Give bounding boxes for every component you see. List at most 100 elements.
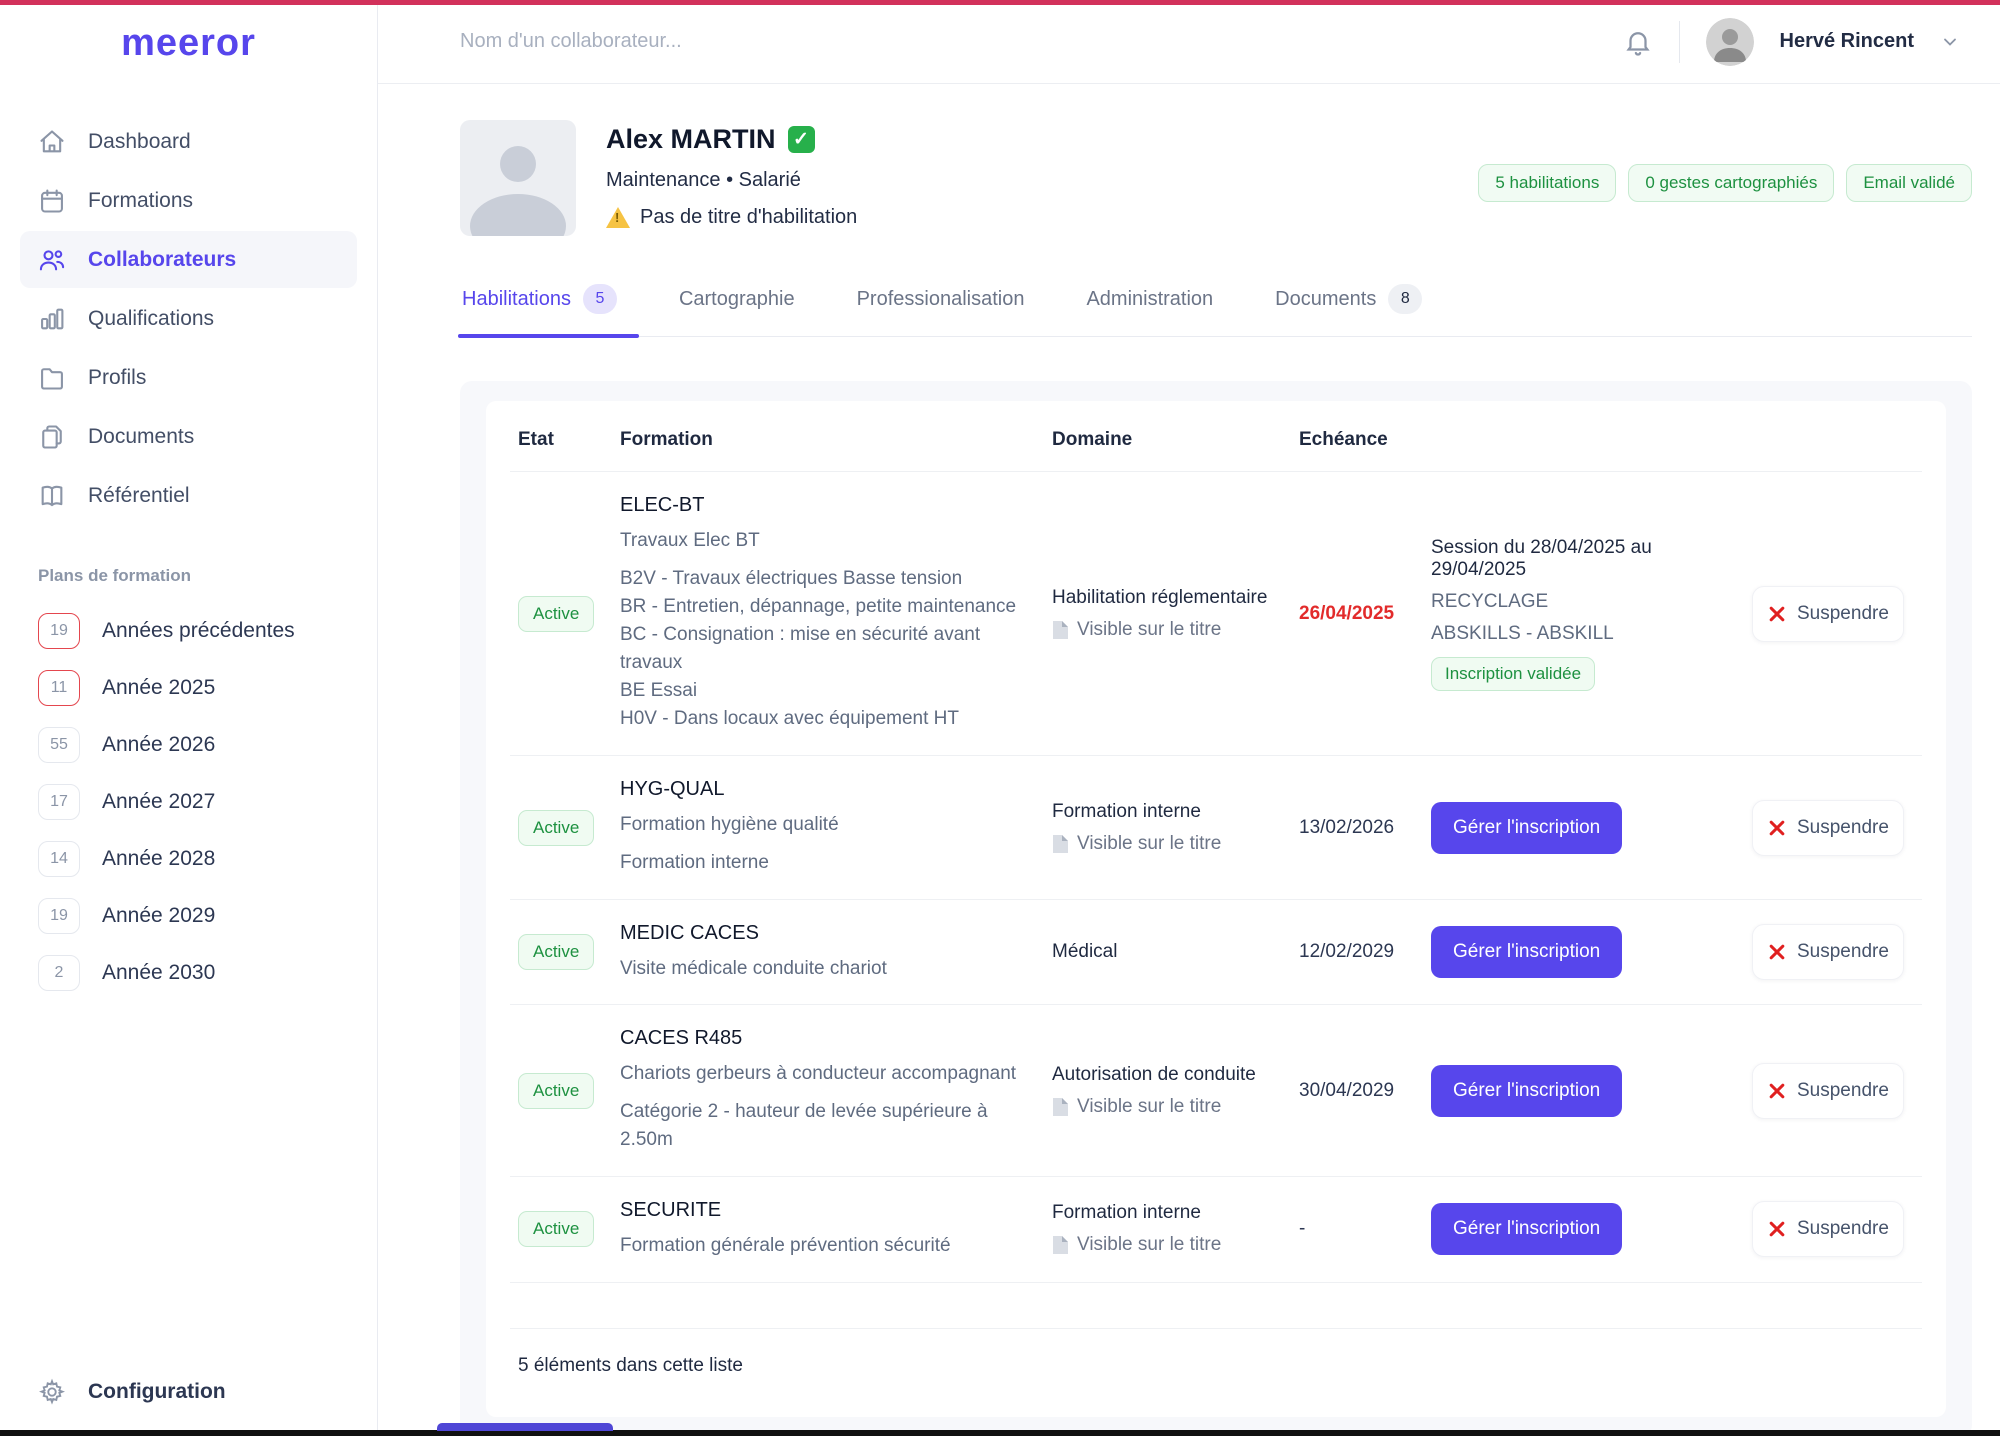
warning-text: Pas de titre d'habilitation — [640, 206, 858, 228]
formation-title: HYG-QUAL — [620, 778, 725, 801]
tab-habilitations[interactable]: Habilitations 5 — [458, 270, 639, 338]
document-icon — [1053, 1236, 1068, 1255]
app-logo: meeror — [121, 22, 256, 64]
sidebar-item-documents[interactable]: Documents — [20, 408, 357, 465]
plan-item-annee-2029[interactable]: 19 Année 2029 — [20, 887, 357, 944]
detail-line: BE Essai — [620, 679, 698, 701]
manage-inscription-button[interactable]: Gérer l'inscription — [1431, 1064, 1623, 1117]
domaine-note-text: Visible sur le titre — [1077, 832, 1222, 854]
plan-item-annee-2030[interactable]: 2 Année 2030 — [20, 944, 357, 1001]
col-domaine: Domaine — [1052, 429, 1133, 450]
x-icon — [1769, 1222, 1785, 1237]
user-name[interactable]: Hervé Rincent — [1779, 30, 1915, 52]
manage-inscription-button[interactable]: Gérer l'inscription — [1431, 1203, 1623, 1256]
topbar-divider — [1678, 20, 1680, 63]
plan-item-annee-2028[interactable]: 14 Année 2028 — [20, 830, 357, 887]
suspend-button[interactable]: Suspendre — [1752, 1201, 1904, 1258]
plan-item-annee-2025[interactable]: 11 Année 2025 — [20, 659, 357, 716]
table-footer: 5 éléments dans cette liste — [510, 1328, 1922, 1417]
users-icon — [39, 249, 65, 270]
suspend-button[interactable]: Suspendre — [1752, 924, 1904, 981]
tab-label: Professionalisation — [856, 287, 1025, 310]
bell-icon[interactable] — [1623, 27, 1653, 57]
sidebar-item-referentiel[interactable]: Référentiel — [20, 467, 357, 524]
echeance-date: 26/04/2025 — [1299, 602, 1395, 624]
detail-line: BC - Consignation : mise en sécurité ava… — [620, 623, 981, 673]
formation-details: Formation interne — [620, 849, 1040, 877]
profile-avatar-placeholder — [460, 120, 576, 236]
plan-label: Année 2027 — [102, 789, 216, 813]
profile-warning: Pas de titre d'habilitation — [606, 206, 857, 229]
plan-item-annee-2027[interactable]: 17 Année 2027 — [20, 773, 357, 830]
tab-cartographie[interactable]: Cartographie — [677, 274, 797, 333]
profile-badges: 5 habilitations 0 gestes cartographiés E… — [1478, 120, 1972, 202]
sidebar-item-qualifications[interactable]: Qualifications — [20, 290, 357, 347]
x-icon — [1769, 820, 1785, 835]
manage-inscription-button[interactable]: Gérer l'inscription — [1431, 801, 1623, 854]
suspend-label: Suspendre — [1797, 816, 1889, 838]
status-badge: Active — [518, 934, 595, 971]
table-row: Active MEDIC CACES Visite médicale condu… — [510, 900, 1922, 1006]
table-row: Active HYG-QUAL Formation hygiène qualit… — [510, 756, 1922, 900]
domaine-note: Visible sur le titre — [1052, 1234, 1287, 1256]
sidebar-item-collaborateurs[interactable]: Collaborateurs — [20, 231, 357, 288]
domaine-note: Visible sur le titre — [1052, 1096, 1287, 1118]
sidebar-item-configuration[interactable]: Configuration — [0, 1378, 377, 1406]
badge-habilitations: 5 habilitations — [1478, 164, 1617, 202]
formation-title: SECURITE — [620, 1199, 722, 1222]
warning-icon — [606, 207, 630, 228]
tab-documents[interactable]: Documents 8 — [1273, 270, 1424, 336]
sidebar-item-formations[interactable]: Formations — [20, 172, 357, 229]
search-input[interactable] — [460, 30, 1060, 53]
plan-label: Année 2030 — [102, 960, 216, 984]
formation-details: B2V - Travaux électriques Basse tension … — [620, 565, 1040, 734]
main-content: Alex MARTIN ✓ Maintenance • Salarié Pas … — [378, 84, 2000, 1436]
home-icon — [40, 129, 64, 152]
sidebar-item-label: Collaborateurs — [88, 247, 237, 271]
formation-title: MEDIC CACES — [620, 921, 759, 944]
formation-title: CACES R485 — [620, 1027, 743, 1050]
chevron-down-icon[interactable] — [1940, 32, 1960, 52]
sidebar-item-profils[interactable]: Profils — [20, 349, 357, 406]
detail-line: H0V - Dans locaux avec équipement HT — [620, 708, 959, 730]
tab-administration[interactable]: Administration — [1084, 274, 1215, 333]
sidebar-item-label: Profils — [88, 365, 147, 389]
profile-subtitle: Maintenance • Salarié — [606, 169, 801, 191]
gear-icon — [39, 1378, 65, 1405]
sidebar-nav: Dashboard Formations Collaborateurs Qual… — [0, 113, 377, 524]
domaine-note: Visible sur le titre — [1052, 833, 1287, 855]
plan-count-badge: 2 — [38, 954, 80, 991]
tab-label: Administration — [1086, 287, 1214, 310]
plan-label: Année 2026 — [102, 732, 216, 756]
badge-gestes: 0 gestes cartographiés — [1628, 164, 1835, 202]
suspend-button[interactable]: Suspendre — [1752, 585, 1904, 642]
manage-inscription-button[interactable]: Gérer l'inscription — [1431, 926, 1623, 979]
col-echeance: Echéance — [1299, 429, 1388, 450]
inscription-badge: Inscription validée — [1431, 656, 1596, 691]
domaine-note: Visible sur le titre — [1052, 619, 1287, 641]
detail-line: B2V - Travaux électriques Basse tension — [620, 567, 963, 589]
user-avatar[interactable] — [1705, 17, 1754, 66]
tab-label: Cartographie — [678, 287, 795, 310]
plans-section-label: Plans de formation — [38, 566, 192, 585]
suspend-label: Suspendre — [1797, 602, 1889, 624]
sidebar-item-dashboard[interactable]: Dashboard — [20, 113, 357, 170]
plan-item-annee-2026[interactable]: 55 Année 2026 — [20, 716, 357, 773]
plan-item-annees-precedentes[interactable]: 19 Années précédentes — [20, 602, 357, 659]
session-type: RECYCLAGE — [1431, 590, 1549, 612]
plans-list: 19 Années précédentes 11 Année 2025 55 A… — [0, 602, 377, 1001]
domaine-name: Médical — [1052, 941, 1118, 963]
suspend-button[interactable]: Suspendre — [1752, 1062, 1904, 1119]
tab-count-badge: 8 — [1388, 284, 1423, 314]
formation-subtitle: Formation générale prévention sécurité — [620, 1235, 951, 1257]
tab-professionalisation[interactable]: Professionalisation — [855, 274, 1027, 333]
table-row: Active ELEC-BT Travaux Elec BT B2V - Tra… — [510, 472, 1922, 757]
tab-count-badge: 5 — [582, 284, 617, 314]
suspend-button[interactable]: Suspendre — [1752, 799, 1904, 856]
sidebar-item-label: Référentiel — [88, 483, 190, 507]
book-icon — [41, 485, 63, 506]
detail-line: Catégorie 2 - hauteur de levée supérieur… — [620, 1100, 988, 1151]
sidebar-item-label: Dashboard — [88, 129, 191, 153]
plan-count-badge: 14 — [38, 840, 80, 877]
